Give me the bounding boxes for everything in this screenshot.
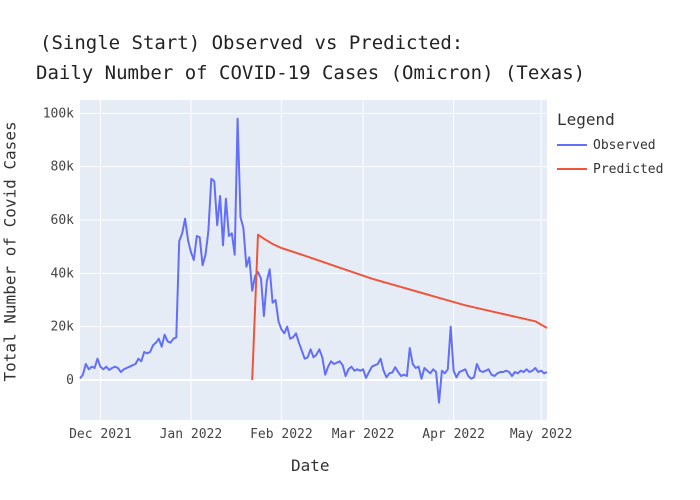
- y-tick-label: 40k: [51, 266, 75, 281]
- legend: Legend Observed Predicted: [557, 110, 663, 181]
- y-tick-label: 20k: [51, 320, 75, 335]
- legend-swatch-predicted: [557, 168, 587, 170]
- y-tick-label: 80k: [51, 160, 75, 175]
- chart-title-line-1: (Single Start) Observed vs Predicted:: [40, 32, 464, 54]
- y-tick-label: 60k: [51, 213, 75, 228]
- x-tick-label: Jan 2022: [160, 427, 223, 442]
- x-tick-label: Apr 2022: [422, 427, 485, 442]
- x-tick-label: May 2022: [510, 427, 573, 442]
- legend-swatch-observed: [557, 144, 587, 146]
- x-tick-label: Mar 2022: [332, 427, 395, 442]
- y-tick-label: 0: [66, 373, 74, 388]
- series-line-observed[interactable]: [79, 117, 548, 404]
- legend-item-predicted[interactable]: Predicted: [557, 157, 663, 181]
- series-line-predicted[interactable]: [251, 233, 548, 381]
- x-axis-title: Date: [291, 456, 330, 475]
- plot-background: [80, 100, 547, 420]
- x-tick-label: Feb 2022: [250, 427, 313, 442]
- legend-label-predicted: Predicted: [593, 161, 664, 177]
- legend-label-observed: Observed: [593, 137, 656, 153]
- legend-title: Legend: [557, 110, 615, 129]
- chart-title-line-2: Daily Number of COVID-19 Cases (Omicron)…: [36, 62, 586, 84]
- legend-item-observed[interactable]: Observed: [557, 133, 663, 157]
- y-axis-title: Total Number of Covid Cases: [0, 121, 20, 382]
- x-tick-label: Dec 2021: [69, 427, 132, 442]
- y-tick-label: 100k: [43, 106, 74, 121]
